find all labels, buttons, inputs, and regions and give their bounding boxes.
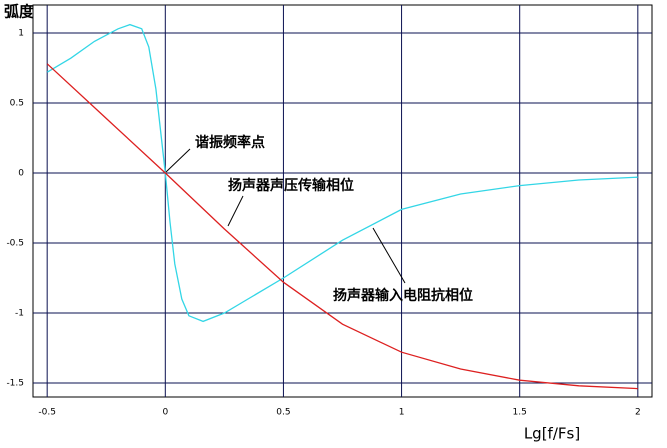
y-tick-label: -1.5 [6,379,24,389]
x-tick-label: 0.5 [276,408,290,418]
plot-frame [32,4,653,398]
x-tick-label: 1.5 [513,408,527,418]
x-axis-label: Lg[f/Fs] [524,425,580,443]
y-tick-label: -0.5 [6,239,24,249]
annotation: 谐振频率点 [195,134,265,151]
curve-label: 扬声器输入电阻抗相位 [333,287,473,304]
leader-line [372,227,406,284]
y-tick-label: -1 [15,309,24,319]
x-tick-label: 0 [162,408,168,418]
x-tick-label: 2 [635,408,641,418]
leader-line [165,148,191,173]
y-tick-label: 0 [18,169,24,179]
y-tick-label: 0.5 [10,99,24,109]
curve-label: 扬声器声压传输相位 [228,177,354,194]
y-tick-label: 1 [18,29,24,39]
leader-line [227,195,244,227]
series-line [46,63,638,390]
x-tick-label: -0.5 [38,408,56,418]
series-line [46,23,638,323]
y-axis-label: 弧度 [4,3,35,21]
x-tick-label: 1 [399,408,405,418]
